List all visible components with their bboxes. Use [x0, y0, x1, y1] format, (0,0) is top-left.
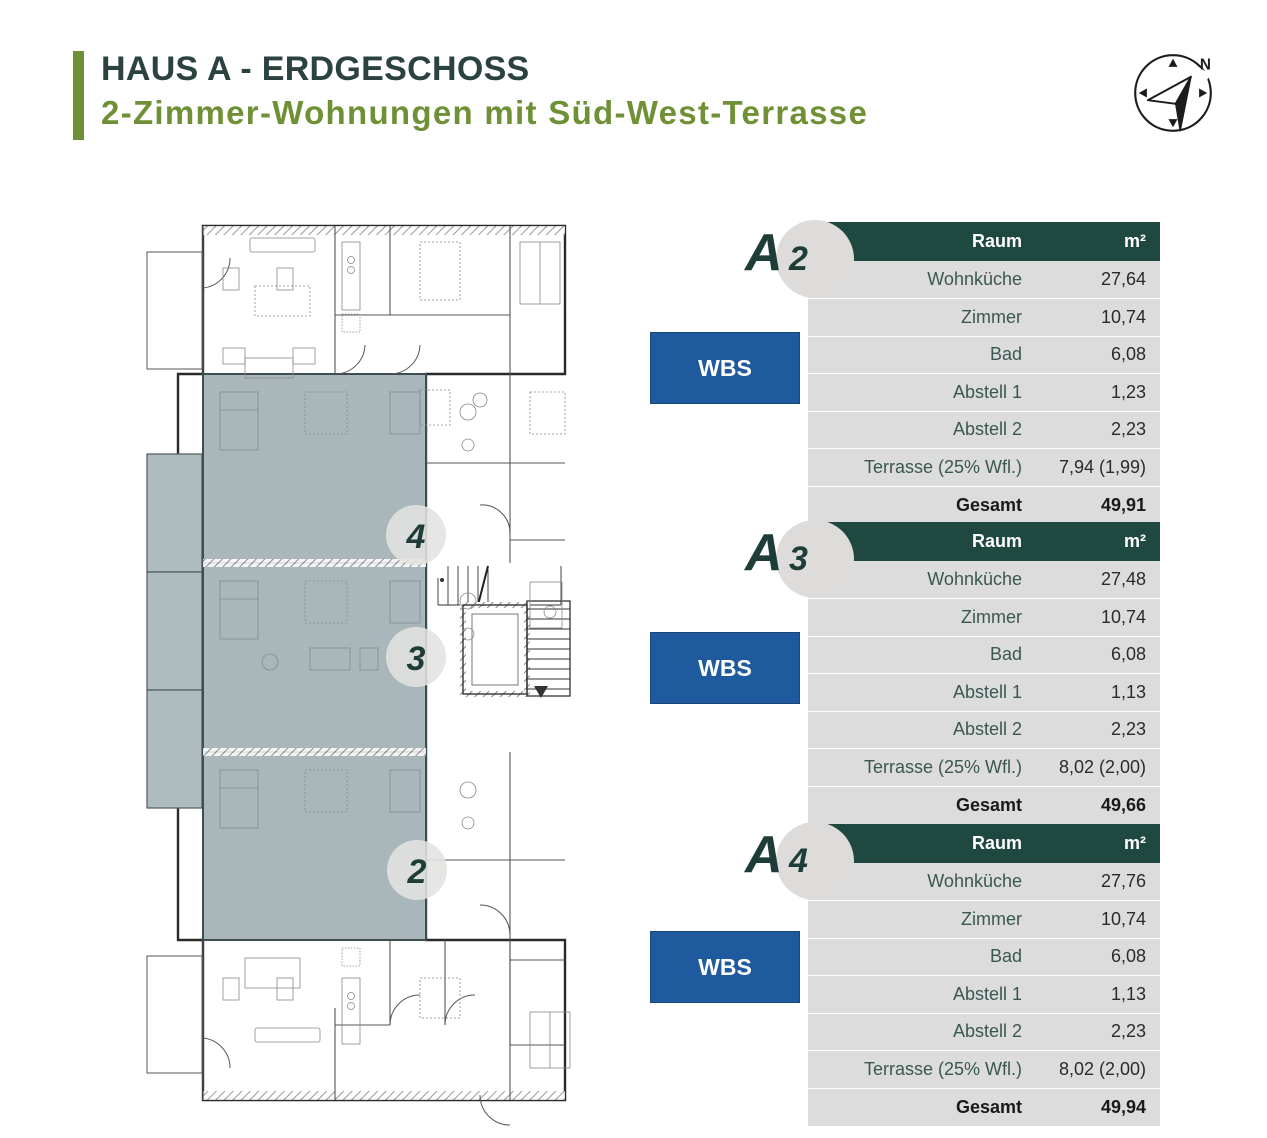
svg-text:N: N [1200, 57, 1211, 74]
svg-text:3: 3 [407, 640, 426, 678]
svg-text:4: 4 [406, 518, 426, 556]
svg-text:2: 2 [407, 853, 427, 891]
